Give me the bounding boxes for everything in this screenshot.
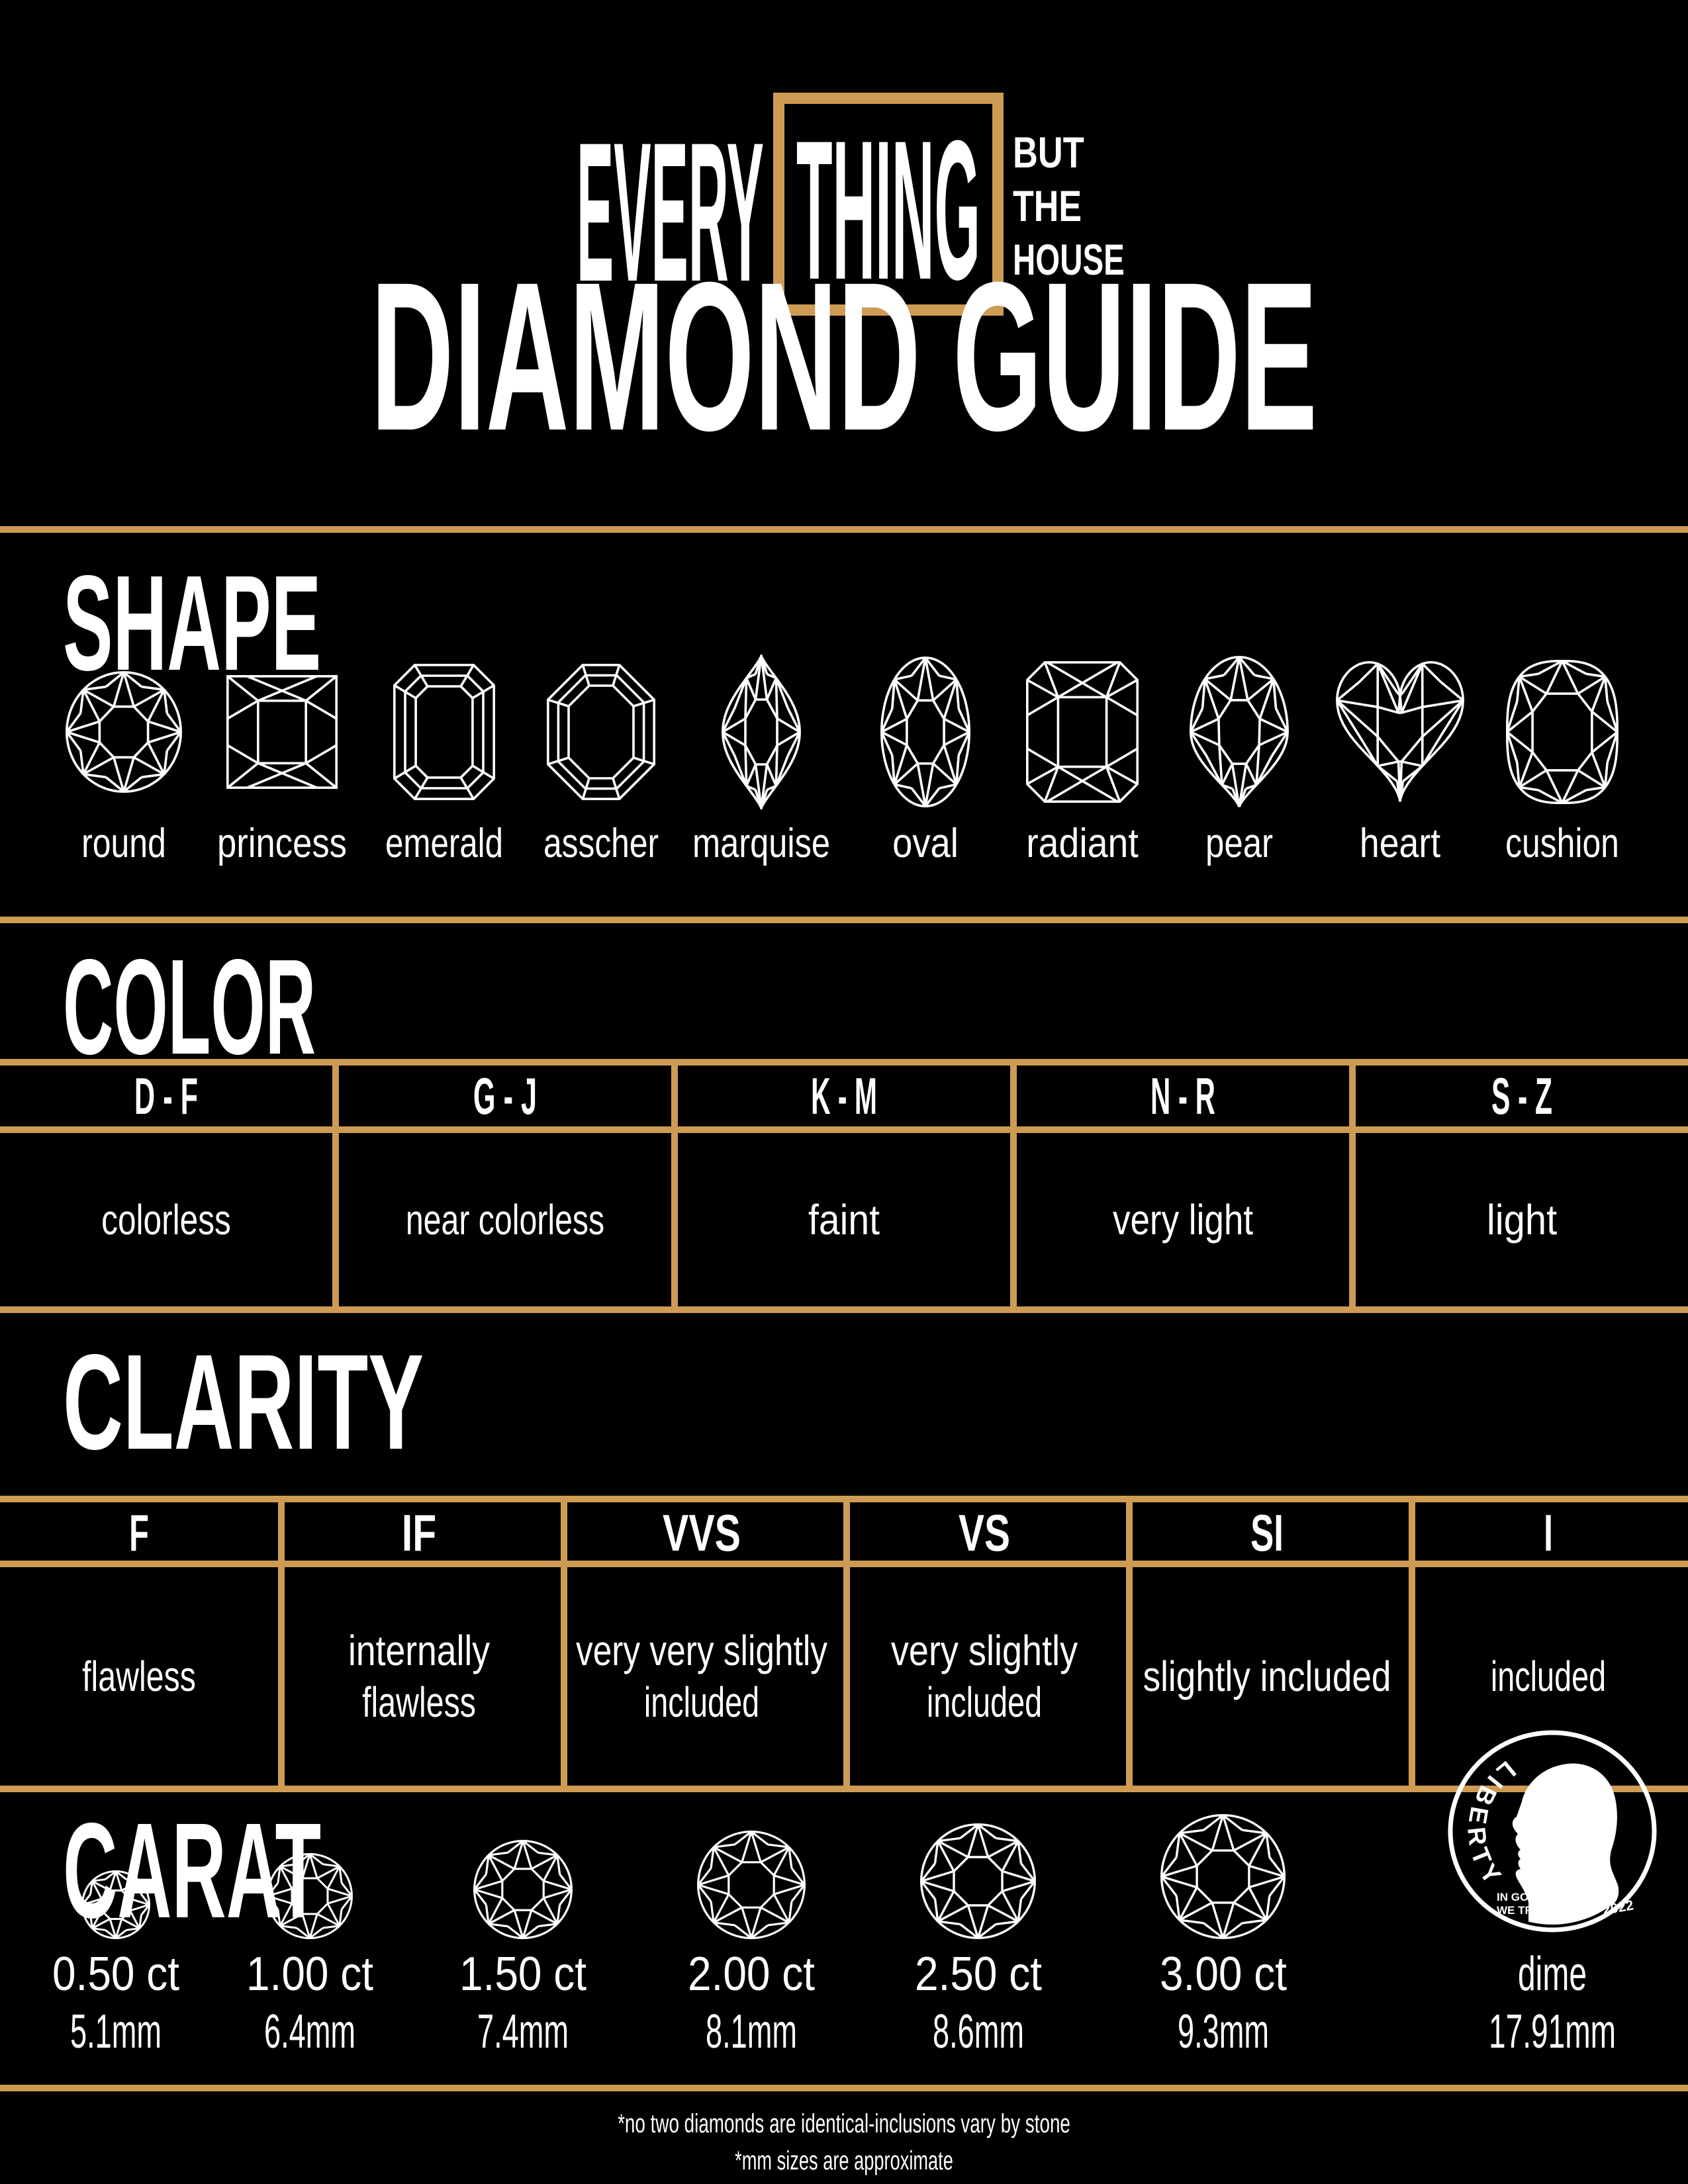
clarity-table-divider [843,1496,850,1792]
carat-ct-label: 2.00 ct [687,1948,816,2001]
shape-label-asscher: asscher [543,821,659,866]
carat-stone-icon [1160,1814,1286,1942]
color-grade-desc: colorless [101,1196,231,1244]
clarity-table-divider [561,1496,567,1792]
carat-mm-label: 8.1mm [705,2005,798,2058]
clarity-table-divider [278,1496,285,1792]
color-table-divider [1010,1059,1017,1313]
divider-shape-color [0,917,1688,923]
pear-shape-icon [1189,656,1289,811]
carat-mm-label: 8.6mm [932,2005,1025,2058]
coin-motto-line2: WE TRUST [1497,1904,1556,1917]
coin-motto-line1: IN GOD [1497,1891,1536,1903]
color-grade-desc: faint [808,1196,880,1244]
shape-label-princess: princess [217,821,347,866]
oval-shape-icon [880,657,970,811]
clarity-grade-desc: included [926,1678,1043,1726]
carat-ct-label: 3.00 ct [1159,1948,1288,2001]
carat-stone-icon [266,1853,353,1942]
clarity-heading: CLARITY [63,1326,424,1478]
marquise-shape-icon [721,653,801,813]
clarity-grade-desc: slightly included [1143,1653,1391,1700]
color-grade-header: G - J [473,1067,538,1125]
logo-word-every: EVERY [577,101,764,323]
clarity-grade-header: VVS [662,1504,741,1562]
color-grade-header: N - R [1150,1067,1215,1125]
carat-stone-icon [473,1840,573,1942]
clarity-grade-desc: internally [348,1627,491,1674]
carat-stone-icon [919,1823,1036,1942]
coin-label: dime [1517,1948,1587,2001]
coin-mm-label: 17.91mm [1488,2005,1617,2058]
carat-stone-icon [696,1831,806,1942]
footnote-inclusions: *no two diamonds are identical-inclusion… [618,2109,1070,2138]
shape-label-pear: pear [1205,821,1274,866]
page-title: DIAMOND GUIDE [370,238,1318,475]
footnote-mm-sizes: *mm sizes are approximate [735,2146,953,2175]
carat-stone-icon [81,1870,150,1942]
color-grade-header: S - Z [1491,1067,1552,1125]
shape-label-cushion: cushion [1505,821,1619,866]
clarity-grade-header: SI [1250,1504,1284,1562]
shape-label-radiant: radiant [1026,821,1139,866]
shape-label-oval: oval [892,821,959,866]
logo-frame: THING [773,93,1004,316]
color-table-divider [1349,1059,1356,1313]
color-table-divider [332,1059,339,1313]
carat-ct-label: 0.50 ct [52,1948,180,2001]
clarity-grade-desc: flawless [362,1678,476,1726]
carat-mm-label: 7.4mm [477,2005,569,2058]
shape-label-round: round [81,821,166,866]
dime-coin-icon: LIBERTY IN GOD WE TRUST 2022 [1446,1729,1658,1934]
carat-ct-label: 1.00 ct [246,1948,374,2001]
color-heading: COLOR [63,931,316,1083]
logo-tagline-house: HOUSE [1013,235,1125,284]
roosevelt-profile [1512,1763,1619,1925]
cushion-shape-icon [1505,660,1618,807]
shape-heading: SHAPE [63,547,322,699]
carat-mm-label: 9.3mm [1177,2005,1270,2058]
shape-label-emerald: emerald [385,821,503,866]
clarity-table-divider [1409,1496,1415,1792]
princess-shape-icon [226,675,338,792]
clarity-grade-header: VS [958,1504,1011,1562]
carat-ct-label: 1.50 ct [459,1948,587,2001]
color-table-divider [671,1059,678,1313]
logo-tagline-the: THE [1013,181,1082,230]
logo-tagline-but: BUT [1013,128,1084,177]
clarity-grade-header: I [1544,1504,1553,1562]
color-grade-desc: very light [1112,1196,1254,1244]
clarity-grade-header: F [129,1504,149,1562]
clarity-grade-desc: included [643,1678,760,1726]
color-table-line-bottom [0,1306,1688,1313]
color-table-line-mid [0,1126,1688,1133]
color-grade-desc: near colorless [405,1196,605,1244]
shape-label-marquise: marquise [692,821,830,866]
carat-mm-label: 5.1mm [70,2005,162,2058]
clarity-grade-desc: included [1490,1653,1607,1700]
clarity-table-divider [1126,1496,1133,1792]
color-grade-desc: light [1486,1196,1558,1244]
carat-mm-label: 6.4mm [263,2005,356,2058]
divider-header [0,526,1688,533]
shape-label-heart: heart [1359,821,1441,866]
clarity-grade-header: IF [401,1504,437,1562]
asscher-shape-icon [547,664,655,803]
emerald-shape-icon [393,664,495,803]
color-table-line-top [0,1059,1688,1066]
color-grade-header: K - M [811,1067,877,1125]
radiant-shape-icon [1026,661,1139,806]
clarity-grade-desc: flawless [82,1653,196,1700]
logo-word-thing: THING [796,99,981,321]
clarity-grade-desc: very slightly [890,1627,1078,1674]
divider-footer [0,2085,1688,2091]
round-shape-icon [65,671,182,796]
heart-shape-icon [1335,660,1465,806]
color-grade-header: D - F [134,1067,199,1125]
carat-ct-label: 2.50 ct [914,1948,1043,2001]
clarity-grade-desc: very very slightly [576,1627,827,1674]
